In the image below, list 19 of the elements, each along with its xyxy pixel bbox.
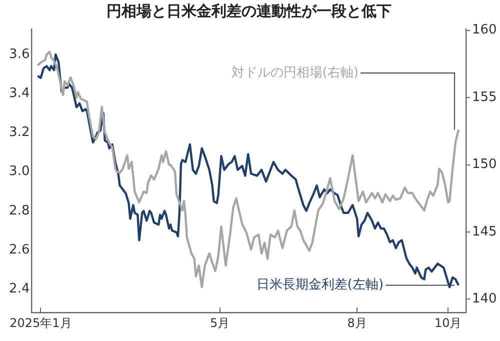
x-tick-label: 8月 [347, 316, 367, 330]
y-tick-label: 3.4 [9, 86, 30, 101]
chart-title: 円相場と日米金利差の連動性が一段と低下 [106, 2, 392, 20]
y2-tick-label: 140 [472, 292, 497, 307]
y2-tick-label: 150 [472, 157, 497, 172]
text: 対ドルの円相場(右軸) [231, 64, 359, 80]
y2-tick-label: 155 [472, 90, 497, 105]
y-tick-label: 3.6 [9, 46, 30, 62]
x-tick-label: 10月 [434, 316, 462, 330]
x-tick-label: 5月 [210, 316, 230, 330]
y-tick-label: 2.4 [9, 282, 30, 297]
y-tick-label: 2.8 [9, 203, 30, 218]
y2-tick-label: 145 [472, 224, 497, 240]
y2-tick-label: 160 [472, 22, 497, 38]
y-tick-label: 2.6 [9, 242, 30, 258]
text: 日米長期金利差(左軸) [256, 278, 384, 293]
x-tick-label: 2025年1月 [10, 316, 72, 330]
y-tick-label: 3.0 [9, 164, 30, 180]
y-tick-label: 3.2 [9, 125, 30, 140]
